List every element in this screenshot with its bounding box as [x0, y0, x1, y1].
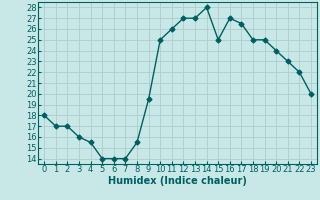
- X-axis label: Humidex (Indice chaleur): Humidex (Indice chaleur): [108, 176, 247, 186]
